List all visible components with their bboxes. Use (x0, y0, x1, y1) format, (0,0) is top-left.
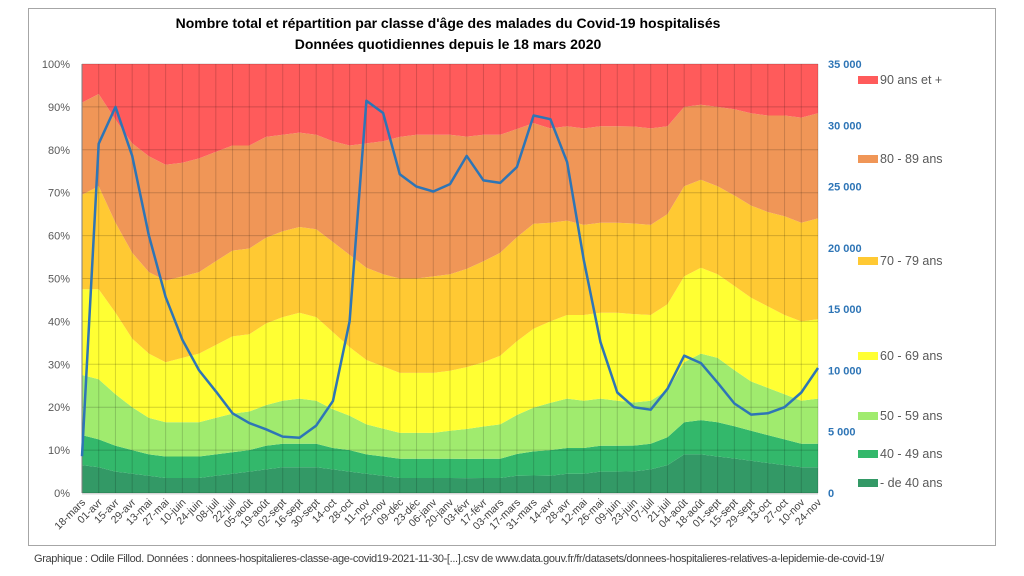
y-tick-right: 5 000 (828, 427, 856, 439)
legend-swatch (858, 257, 878, 265)
y-tick-left: 50% (48, 274, 70, 286)
y-axis-left: 0% 10% 20% 30% 40% 50% 60% 70% 80% 90% 100% (42, 59, 70, 500)
y-tick-left: 30% (48, 359, 70, 371)
legend-swatch (858, 352, 878, 360)
x-axis: 18-mars01-avr15-avr29-avr13-mai27-mai10-… (52, 496, 824, 532)
legend-item: 90 ans et + (858, 73, 942, 87)
legend-label: 70 - 79 ans (880, 254, 943, 268)
legend-item: 60 - 69 ans (858, 349, 943, 363)
chart-subtitle: Données quotidiennes depuis le 18 mars 2… (294, 36, 602, 52)
area-60-69-ans (82, 267, 818, 433)
y-tick-left: 80% (48, 145, 70, 157)
y-tick-left: 90% (48, 102, 70, 114)
y-tick-left: 0% (54, 488, 70, 500)
footer-credit: Graphique : Odile Fillod. Données : donn… (34, 553, 884, 565)
area-70-79-ans (82, 179, 818, 373)
stacked-areas (82, 64, 818, 493)
y-tick-right: 20 000 (828, 243, 862, 255)
vertical-gridlines (81, 63, 819, 495)
y-tick-left: 60% (48, 231, 70, 243)
y-tick-right: 35 000 (828, 59, 862, 71)
y-tick-right: 10 000 (828, 365, 862, 377)
chart-title-block: Nombre total et répartition par classe d… (28, 13, 868, 55)
legend-item: - de 40 ans (858, 476, 943, 490)
y-tick-left: 20% (48, 402, 70, 414)
area-40-49-ans (82, 420, 818, 479)
y-tick-right: 30 000 (828, 120, 862, 132)
legend-item: 80 - 89 ans (858, 152, 943, 166)
legend-swatch (858, 450, 878, 458)
y-tick-left: 40% (48, 316, 70, 328)
legend-swatch (858, 412, 878, 420)
legend-swatch (858, 155, 878, 163)
legend-item: 40 - 49 ans (858, 447, 943, 461)
legend-label: 50 - 59 ans (880, 409, 943, 423)
y-tick-right: 15 000 (828, 304, 862, 316)
y-tick-right: 0 (828, 488, 834, 500)
y-tick-left: 10% (48, 445, 70, 457)
area-80-89-ans (82, 94, 818, 281)
chart-title: Nombre total et répartition par classe d… (175, 15, 721, 31)
area-50-59-ans (82, 353, 818, 459)
legend-label: - de 40 ans (880, 476, 943, 490)
y-tick-left: 70% (48, 188, 70, 200)
area-de-40-ans (82, 454, 818, 493)
legend-label: 90 ans et + (880, 73, 943, 87)
legend-label: 80 - 89 ans (880, 152, 943, 166)
y-axis-right: 0 5 000 10 000 15 000 20 000 25 000 30 000 35 0… (828, 59, 862, 500)
total-line (80, 99, 820, 457)
y-tick-left: 100% (42, 59, 70, 71)
legend-swatch (858, 479, 878, 487)
area-90-ans-et (82, 64, 818, 165)
legend-item: 50 - 59 ans (858, 409, 943, 423)
y-tick-right: 25 000 (828, 182, 862, 194)
legend-label: 60 - 69 ans (880, 349, 943, 363)
legend-swatch (858, 76, 878, 84)
legend-item: 70 - 79 ans (858, 254, 943, 268)
legend-label: 40 - 49 ans (880, 447, 943, 461)
